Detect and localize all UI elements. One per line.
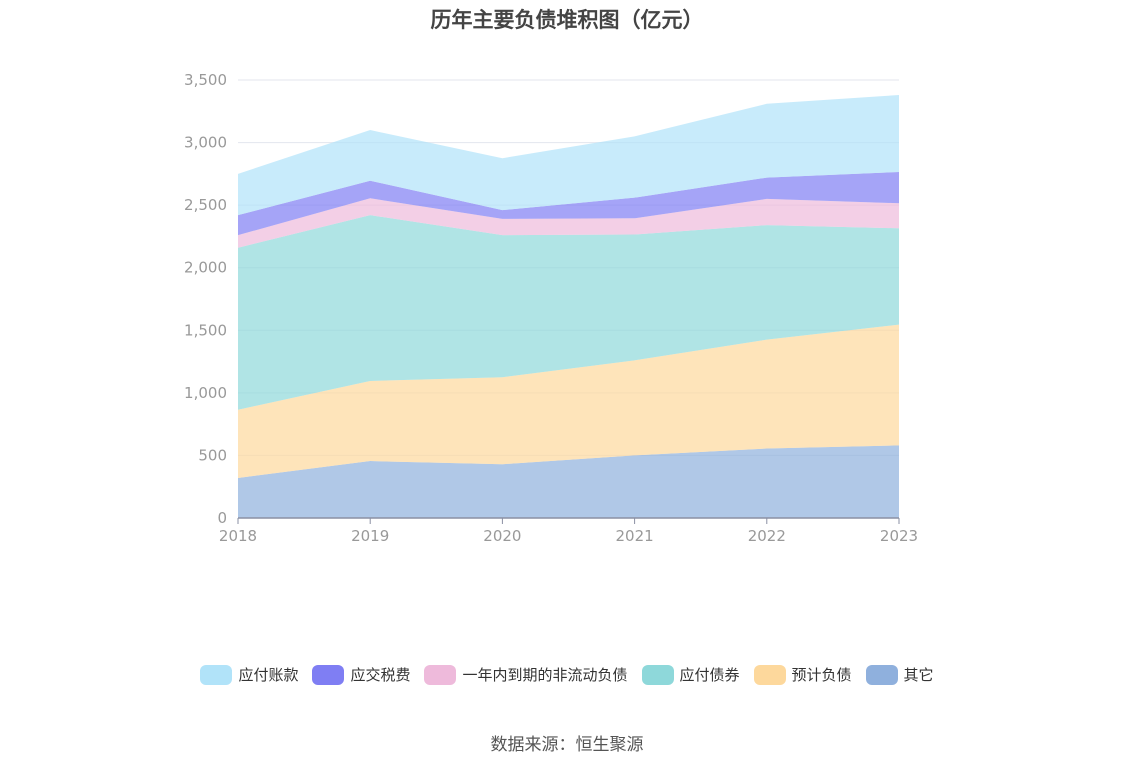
legend-label: 一年内到期的非流动负债 [462, 666, 628, 684]
legend-swatch [200, 664, 233, 685]
area-series-应付债券 [238, 215, 899, 410]
area-series-一年内到期的非流动负债 [238, 198, 899, 248]
legend-item[interactable]: 预计负债 [753, 664, 852, 685]
y-tick-label: 0 [217, 509, 227, 527]
legend-item[interactable]: 一年内到期的非流动负债 [424, 664, 628, 685]
legend-label: 应交税费 [350, 666, 411, 684]
x-tick-label: 2022 [748, 527, 786, 545]
legend-swatch [865, 664, 898, 685]
y-tick-label: 1,500 [184, 321, 227, 339]
stacked-area-chart: 0 500 1,000 1,500 2,000 2,500 3,000 3,500 2018 20… [184, 71, 918, 545]
legend-item[interactable]: 应付账款 [200, 664, 298, 685]
x-tick-label: 2018 [219, 527, 257, 545]
legend-item[interactable]: 应付债券 [641, 664, 740, 685]
y-tick-label: 3,500 [184, 71, 227, 89]
legend-label: 预计负债 [791, 666, 852, 684]
y-tick-label: 2,000 [184, 259, 227, 277]
legend-item[interactable]: 其它 [865, 664, 934, 685]
area-series-应交税费 [238, 171, 899, 236]
y-tick-label: 500 [198, 446, 227, 464]
legend-item[interactable]: 应交税费 [312, 664, 410, 685]
legend-swatch [424, 664, 457, 685]
legend-label: 应付债券 [679, 666, 740, 684]
legend-label: 其它 [903, 666, 934, 684]
legend-swatch [753, 664, 786, 685]
legend: 应付账款 应交税费 一年内到期的非流动负债 应付债券 预计负债 其它 [0, 664, 1134, 685]
x-tick-label: 2020 [483, 527, 521, 545]
area-series-应付账款 [238, 95, 899, 216]
legend-label: 应付账款 [238, 666, 299, 684]
y-tick-label: 2,500 [184, 196, 227, 214]
area-series-预计负债 [238, 324, 899, 478]
legend-swatch [312, 664, 345, 685]
legend-swatch [641, 664, 674, 685]
chart-title: 历年主要负债堆积图（亿元） [430, 8, 704, 32]
x-tick-label: 2023 [880, 527, 918, 545]
area-series-其它 [238, 445, 899, 518]
x-tick-label: 2019 [351, 527, 389, 545]
data-source: 数据来源：恒生聚源 [490, 735, 644, 755]
y-tick-label: 1,000 [184, 384, 227, 402]
x-tick-label: 2021 [616, 527, 654, 545]
y-tick-label: 3,000 [184, 134, 227, 152]
